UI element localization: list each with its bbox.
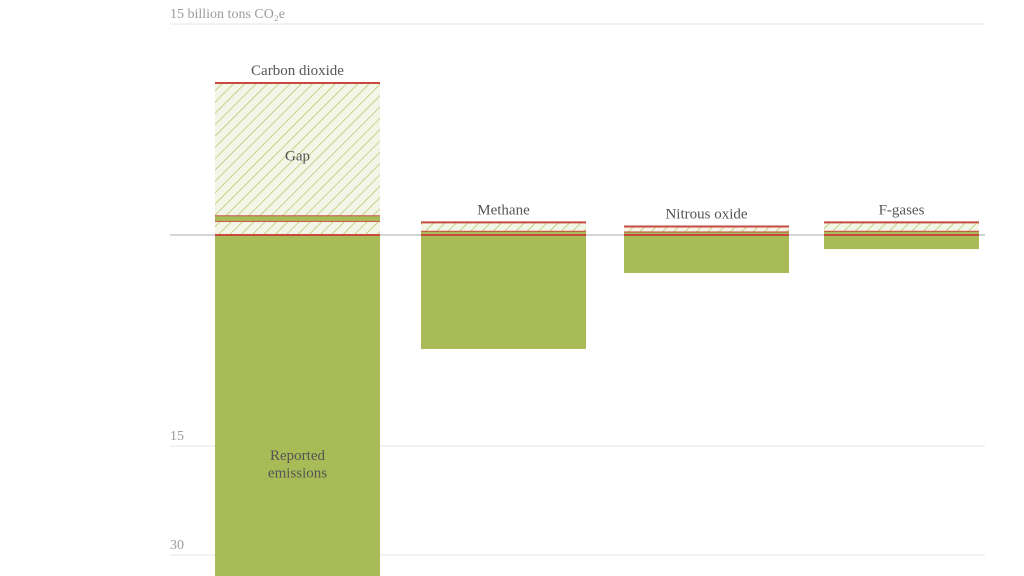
y-axis-label: 30 xyxy=(170,538,184,553)
y-axis-label: 15 billion tons CO₂e xyxy=(170,7,285,22)
bar-reported-methane xyxy=(421,235,586,349)
bar-gap-segment-co2-0 xyxy=(215,221,380,235)
category-label-fgases: F-gases xyxy=(879,202,925,218)
bar-reported-fgases xyxy=(824,235,979,249)
category-label-methane: Methane xyxy=(477,202,530,218)
bar-gap-segment-fgases-1 xyxy=(824,222,979,230)
y-axis-label: 15 xyxy=(170,429,184,444)
emissions-gap-chart: 15 billion tons CO₂e 15 30 Carbon dioxide Me… xyxy=(0,0,1024,576)
bar-gap-segment-methane-1 xyxy=(421,222,586,230)
category-label-co2: Carbon dioxide xyxy=(251,63,344,79)
bar-reported-co2 xyxy=(215,235,380,576)
bar-reported-n2o xyxy=(624,235,789,273)
category-label-n2o: Nitrous oxide xyxy=(665,207,747,223)
chart-svg: 15 billion tons CO₂e 15 30 Carbon dioxide Me… xyxy=(0,0,1024,576)
annotation-gap: Gap xyxy=(285,148,310,164)
annotation-reported: Reportedemissions xyxy=(268,448,327,481)
